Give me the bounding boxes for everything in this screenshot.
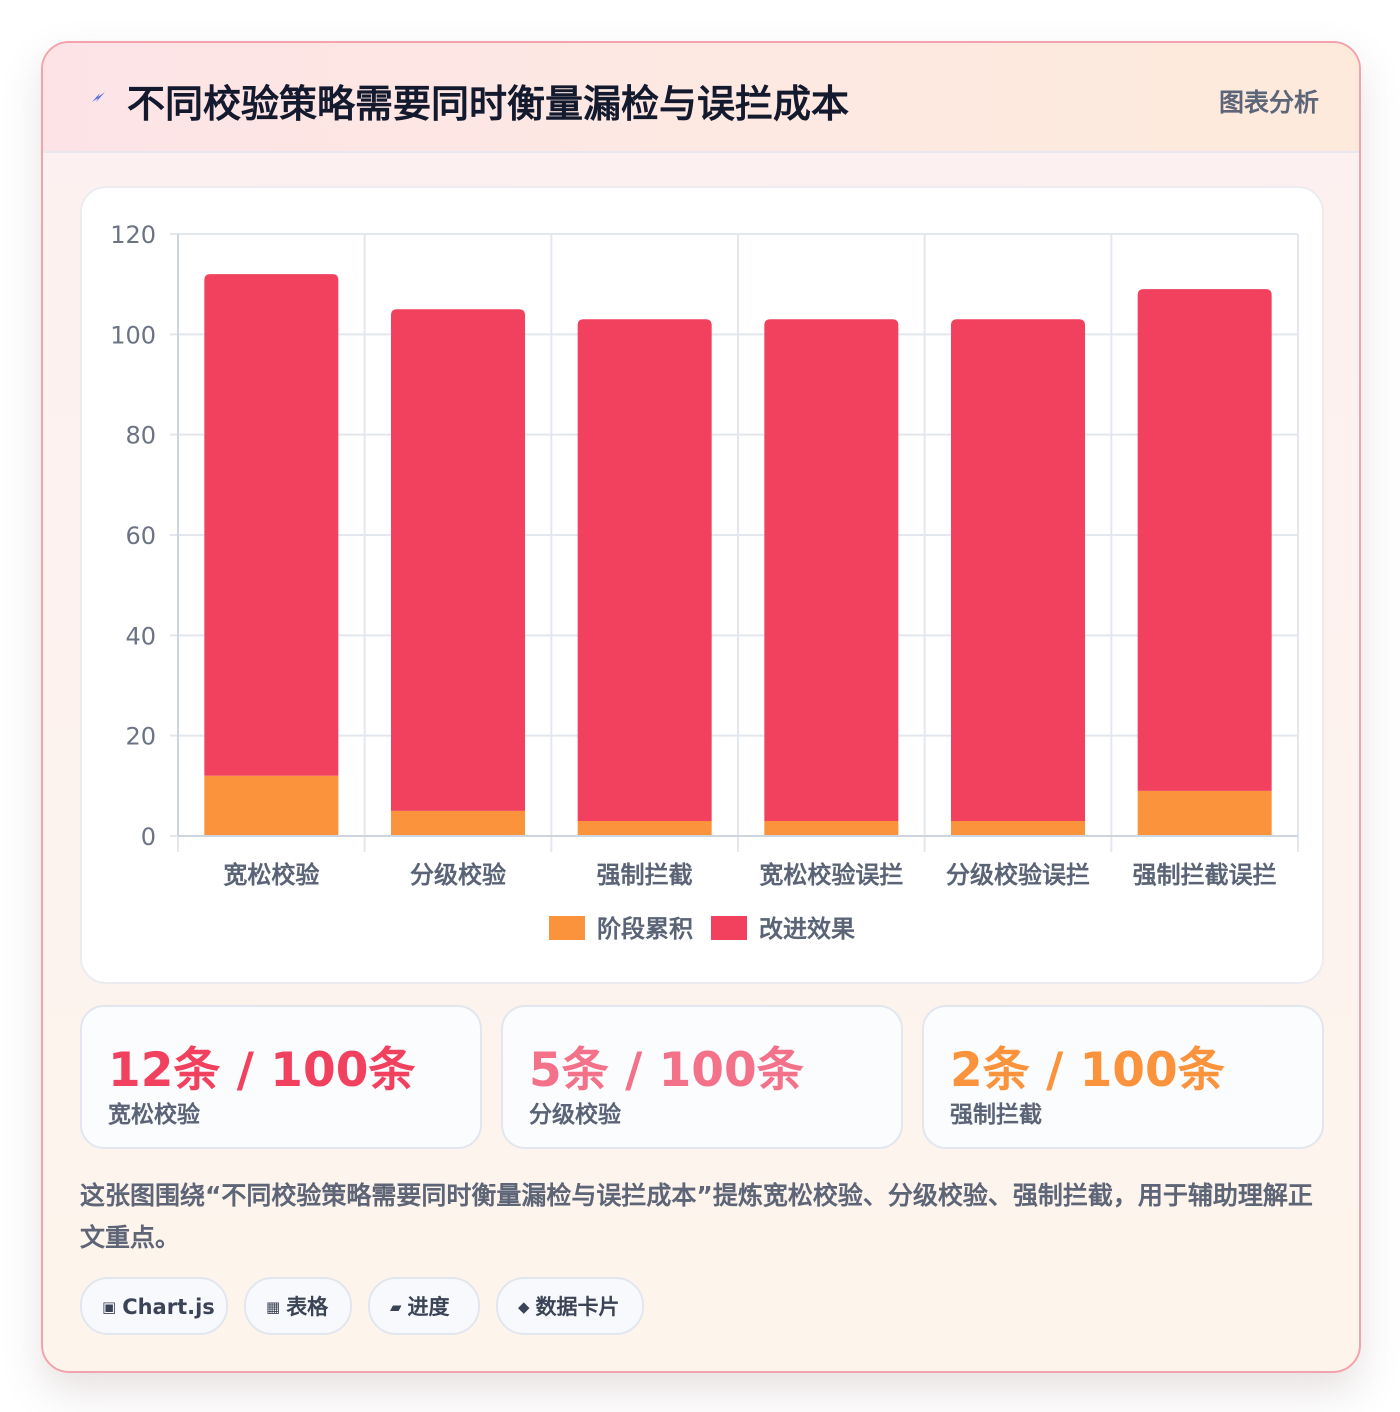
y-tick-label: 100 (110, 321, 156, 349)
card-header: 不同校验策略需要同时衡量漏检与误拦成本 图表分析 (43, 43, 1359, 153)
page-title: 不同校验策略需要同时衡量漏检与误拦成本 (127, 82, 850, 126)
bar-segment (1137, 790, 1272, 836)
y-tick-label: 60 (125, 522, 156, 550)
stat-label: 分级校验 (529, 1102, 621, 1128)
chip-chartjs[interactable]: ▣ Chart.js (80, 1277, 228, 1335)
lightning-icon (92, 92, 105, 102)
x-tick-label: 分级校验 (410, 861, 506, 889)
x-tick-label: 分级校验误拦 (946, 861, 1090, 889)
chip-label: 进度 (407, 1295, 450, 1319)
y-tick-label: 0 (141, 823, 156, 851)
progress-icon: ▰ (390, 1298, 402, 1316)
x-tick-label: 强制拦截 (597, 861, 693, 889)
stat-value: 5条 / 100条 (529, 1043, 804, 1098)
chip-label: Chart.js (122, 1295, 215, 1319)
stat-label: 宽松校验 (108, 1102, 200, 1128)
y-tick-label: 120 (110, 221, 156, 249)
x-tick-label: 强制拦截误拦 (1133, 861, 1277, 889)
chip-data-card[interactable]: ◆ 数据卡片 (496, 1277, 644, 1335)
chip-label: 表格 (286, 1295, 329, 1319)
diamond-icon: ◆ (518, 1298, 530, 1316)
bar-segment (1137, 289, 1272, 791)
bar-segment (577, 820, 712, 836)
chip-table[interactable]: ▦ 表格 (244, 1277, 352, 1335)
stat-card-tiered: 5条 / 100条 分级校验 (501, 1005, 903, 1149)
bar-segment (764, 319, 899, 821)
chip-progress[interactable]: ▰ 进度 (368, 1277, 480, 1335)
bar-segment (577, 319, 712, 821)
x-tick-label: 宽松校验误拦 (759, 861, 903, 889)
stat-value: 12条 / 100条 (108, 1043, 416, 1098)
chart-card: 不同校验策略需要同时衡量漏检与误拦成本 图表分析 0 20 40 60 80 100 120… (41, 41, 1361, 1373)
stacked-bar-chart: 0 20 40 60 80 100 120 宽松校验 分级校验 强制拦截 宽松校验误拦 分级校验误拦 强… (110, 221, 1299, 943)
chart-analysis-tag: 图表分析 (1218, 88, 1319, 117)
legend-swatch (711, 916, 747, 940)
chart-caption: 这张图围绕“不同校验策略需要同时衡量漏检与误拦成本”提炼宽松校验、分级校验、强制… (80, 1181, 1313, 1252)
bar-segment (391, 309, 525, 811)
chip-label: 数据卡片 (535, 1295, 620, 1319)
stat-label: 强制拦截 (950, 1102, 1042, 1128)
y-tick-label: 80 (125, 422, 156, 450)
chart-panel: 0 20 40 60 80 100 120 宽松校验 分级校验 强制拦截 宽松校验误拦 分级校验误拦 强… (80, 186, 1324, 984)
stat-card-block: 2条 / 100条 强制拦截 (922, 1005, 1324, 1149)
bar-segment (951, 820, 1085, 836)
bar-segment (764, 820, 899, 836)
stat-card-loose: 12条 / 100条 宽松校验 (80, 1005, 482, 1149)
bar-segment (391, 810, 525, 836)
bar-segment (204, 274, 339, 776)
table-icon: ▦ (266, 1298, 281, 1316)
stat-value: 2条 / 100条 (950, 1043, 1225, 1098)
legend-label: 改进效果 (759, 915, 855, 943)
legend-label: 阶段累积 (597, 915, 693, 943)
bar-segment (204, 775, 339, 836)
y-tick-label: 20 (125, 723, 156, 751)
bar-segment (951, 319, 1085, 821)
chart-icon: ▣ (102, 1298, 117, 1316)
legend-swatch (549, 916, 585, 940)
x-tick-label: 宽松校验 (223, 861, 319, 889)
y-tick-label: 40 (125, 622, 156, 650)
